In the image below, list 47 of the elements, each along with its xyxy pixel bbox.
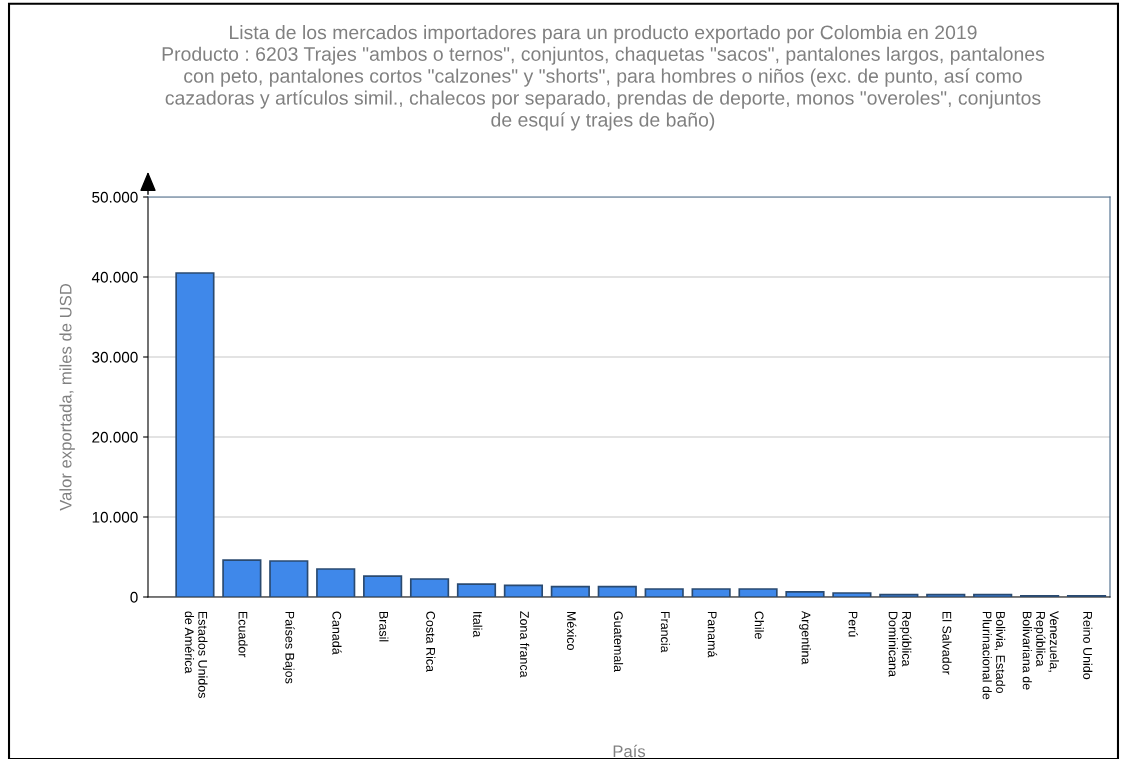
bar (785, 590, 825, 597)
bar (738, 588, 778, 597)
x-tick-label: República Dominicana (888, 611, 912, 677)
x-tick-label: Bolivia, Estado Plurinacional de (982, 611, 1006, 700)
x-tick-label: Estados Unidos de América (184, 611, 208, 698)
bar (316, 568, 356, 597)
y-tick-label: 30.000 (92, 351, 138, 363)
y-tick-label: 0 (130, 591, 138, 603)
bar (879, 593, 919, 597)
x-tick-label: Perú (848, 611, 858, 637)
x-tick-label: México (566, 611, 577, 650)
y-tick-label: 40.000 (91, 271, 138, 283)
bar (456, 583, 497, 597)
bar (550, 585, 590, 597)
x-tick-label: Costa Rica (426, 611, 436, 673)
bar (503, 584, 544, 597)
x-tick-label: Brasil (379, 611, 389, 642)
x-tick-label: Guatemala (613, 611, 624, 673)
x-tick-label: Panamá (707, 611, 718, 658)
bar (409, 578, 450, 597)
y-axis-title: Valor exportada, miles de USD (59, 284, 75, 511)
bar (363, 575, 403, 597)
y-tick-label: 10.000 (92, 511, 138, 523)
x-axis-title: País (613, 744, 646, 758)
bar (832, 592, 872, 597)
x-tick-label: Venezuela, República Bolivariana de (1022, 610, 1059, 690)
x-tick-label: Países Bajos (282, 611, 295, 684)
chart-title: Lista de los mercados importadores para un producto exportado por Colombia en 2019 Producto : 6203 Trajes "ambos o ternos", conjuntos, chaquetas "sacos", pantalones largos, pantalones con peto, pantalones cortos "calzones" y "shorts", para hombres o niños (exc. de punto, así como cazadoras y artículos simil., chalecos por separado, prendas de deporte, monos "overoles", conjuntos de esquí y trajes de baño) (162, 25, 1045, 131)
x-tick-label: Chile (754, 611, 764, 639)
x-tick-label: Zona franca (520, 611, 530, 678)
bar (597, 585, 637, 597)
x-tick-label: Francia (660, 611, 671, 653)
x-tick-label: Ecuador (238, 611, 248, 658)
x-tick-label: Reino Unido (1083, 611, 1093, 680)
bar (973, 593, 1013, 597)
x-tick-label: Canadá (332, 611, 342, 655)
bar (644, 588, 684, 597)
x-tick-label: Italia (473, 612, 483, 638)
y-tick-label: 50.000 (92, 191, 138, 203)
bar (175, 272, 215, 597)
bar (222, 559, 262, 597)
x-tick-label: Argentina (799, 610, 811, 665)
bar (926, 593, 966, 597)
bar (269, 560, 309, 597)
bar (691, 588, 731, 597)
x-tick-label: El Salvador (942, 611, 952, 675)
y-tick-label: 20.000 (92, 431, 138, 443)
